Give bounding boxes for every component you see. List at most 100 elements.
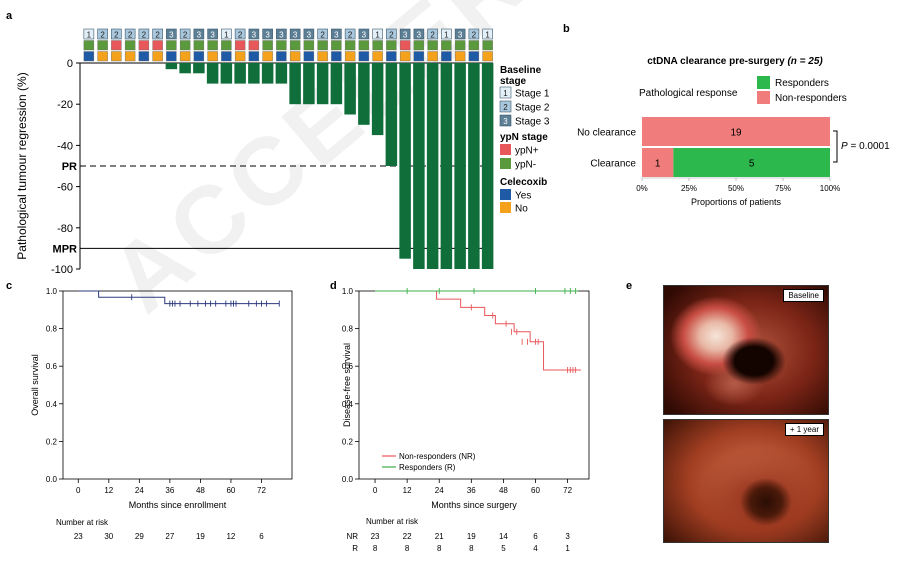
d-y-tick-label: 0.2 [342,437,354,446]
b-x-tick-label: 25% [681,184,697,193]
a-celecoxib-tile [276,51,287,62]
a-legend-stage-number: 3 [503,117,508,126]
a-legend-stage-swatch [499,114,512,127]
a-celecoxib-tile [413,51,425,62]
a-celecoxib-tile [441,51,452,62]
d-y-tick-label: 0.8 [342,325,354,334]
d-x-axis-label: Months since surgery [431,500,517,510]
a-waterfall-bar [261,63,274,84]
b-title-n: (n = 25) [787,56,823,67]
a-waterfall-bar [385,63,398,166]
a-legend-stage-swatch [499,100,512,113]
a-stage-number: 2 [430,31,435,40]
a-waterfall-bar [413,63,425,269]
a-ypn-tile [331,40,342,51]
a-stage-number: 1 [87,31,92,40]
a-ypn-tile [413,40,425,51]
a-stage-tile [193,28,205,40]
c-x-tick-label: 60 [226,486,235,495]
a-ypn-tile [83,40,95,51]
a-ypn-tile [248,40,260,51]
b-p-symbol: P [841,141,848,152]
a-stage-tile [427,28,438,40]
d-x-tick-label: 72 [563,486,572,495]
a-ypn-tile [344,40,356,51]
a-stage-tile [317,28,328,40]
a-ypn-tile [372,40,383,51]
a-waterfall-bar [426,63,439,269]
d-risk-value: 8 [405,544,410,553]
b-significance-bracket [833,130,838,163]
a-legend-celecoxib-swatch [500,189,511,200]
a-legend-stage-number: 2 [503,103,508,112]
a-waterfall-bar [399,63,411,259]
b-legend-label-responders: Responders [775,78,829,89]
d-risk-row-label: R [352,544,358,553]
a-stage-number: 3 [252,31,257,40]
d-risk-value: 3 [565,532,570,541]
c-risk-value: 29 [135,532,144,541]
a-ypn-tile [97,40,108,51]
a-ypn-tile [317,40,328,51]
b-x-tick-label: 75% [775,184,791,193]
a-celecoxib-tile [166,51,177,62]
a-waterfall-bar [220,63,233,84]
a-stage-number: 3 [279,31,284,40]
a-ypn-tile [482,40,493,51]
a-ypn-tile [386,40,397,51]
a-waterfall-bar [468,63,480,269]
a-celecoxib-tile [248,51,260,62]
a-stage-tile [152,28,163,40]
a-stage-number: 2 [155,31,160,40]
b-bar-nonresponders [642,148,674,177]
a-stage-number: 2 [142,31,147,40]
a-stage-number: 2 [238,31,243,40]
a-stage-number: 1 [485,31,490,40]
d-x-tick-label: 60 [531,486,540,495]
d-x-tick-label: 36 [467,486,476,495]
a-celecoxib-tile [97,51,108,62]
a-y-tick-label: -100 [51,264,73,276]
a-legend-stage-swatch [499,86,512,99]
a-celecoxib-tile [138,51,150,62]
b-bar-label-responders: 5 [749,159,755,170]
d-risk-value: 21 [435,532,444,541]
a-ypn-tile [358,40,370,51]
a-waterfall-bar [165,63,178,70]
a-ypn-tile [138,40,150,51]
a-stage-tile [166,28,177,40]
d-y-tick-label: 0.0 [342,475,354,484]
a-stage-number: 2 [114,31,119,40]
c-risk-value: 12 [226,532,235,541]
a-stage-tile [276,28,287,40]
a-stage-tile [303,28,315,40]
a-y-tick-label: -80 [57,223,73,235]
a-celecoxib-tile [344,51,356,62]
c-risk-value: 23 [74,532,83,541]
a-waterfall-bar [289,63,301,105]
d-risk-value: 1 [565,544,570,553]
a-stage-tile [83,28,95,40]
panel-label-c: c [6,280,12,292]
d-risk-value: 5 [501,544,506,553]
a-ypn-tile [441,40,452,51]
a-stage-number: 3 [403,31,408,40]
a-celecoxib-tile [193,51,205,62]
b-x-tick-label: 0% [636,184,648,193]
a-stage-tile [344,28,356,40]
a-celecoxib-tile [303,51,315,62]
a-legend-stage-number: 1 [503,89,508,98]
d-y-tick-label: 0.4 [342,400,354,409]
d-survival-curve [375,290,581,371]
c-risk-value: 27 [165,532,174,541]
a-celecoxib-tile [234,51,246,62]
a-stage-tile [372,28,383,40]
a-ypn-tile [289,40,301,51]
a-celecoxib-tile [386,51,397,62]
a-ypn-tile [179,40,191,51]
a-stage-number: 3 [265,31,270,40]
panel-label-b: b [563,23,570,35]
a-legend-title-stage: Baseline [500,65,542,76]
a-celecoxib-tile [152,51,163,62]
d-risk-row-label: NR [346,532,358,541]
